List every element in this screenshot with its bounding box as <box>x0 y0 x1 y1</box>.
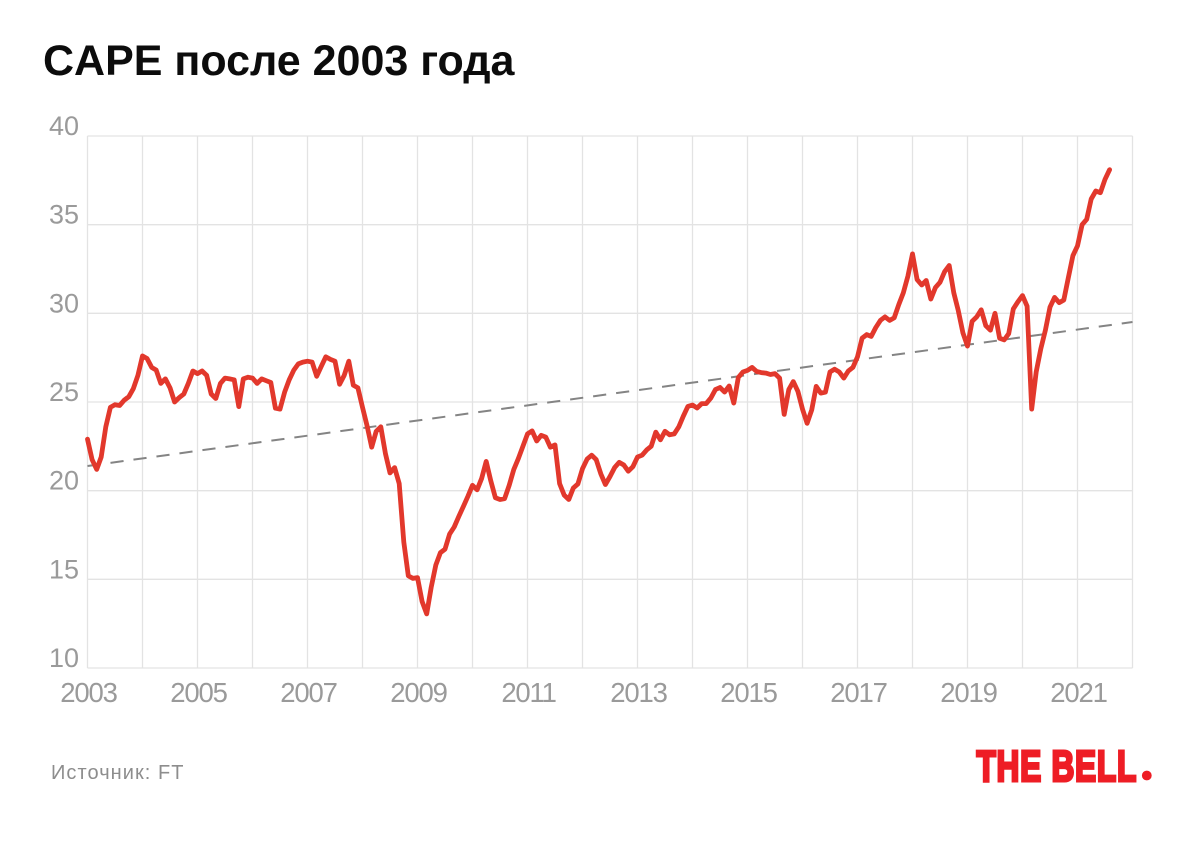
svg-text:2017: 2017 <box>830 677 886 708</box>
svg-text:2003: 2003 <box>60 677 117 708</box>
svg-text:2021: 2021 <box>1050 677 1106 708</box>
svg-text:2009: 2009 <box>390 677 446 708</box>
svg-text:2007: 2007 <box>280 677 336 708</box>
svg-text:15: 15 <box>49 554 79 584</box>
svg-text:2005: 2005 <box>170 677 227 708</box>
svg-text:2011: 2011 <box>501 677 555 708</box>
svg-text:2015: 2015 <box>720 677 777 708</box>
svg-text:Источник: FT: Источник: FT <box>51 762 185 784</box>
svg-text:25: 25 <box>49 377 79 407</box>
svg-text:THE BELL: THE BELL <box>976 742 1137 791</box>
svg-text:CAPE после 2003 года: CAPE после 2003 года <box>43 37 516 85</box>
svg-text:35: 35 <box>49 200 79 230</box>
svg-text:10: 10 <box>49 643 79 673</box>
svg-text:40: 40 <box>49 111 79 141</box>
svg-text:2019: 2019 <box>940 677 996 708</box>
svg-text:30: 30 <box>49 288 79 318</box>
svg-text:2013: 2013 <box>610 677 667 708</box>
svg-text:20: 20 <box>49 466 79 496</box>
